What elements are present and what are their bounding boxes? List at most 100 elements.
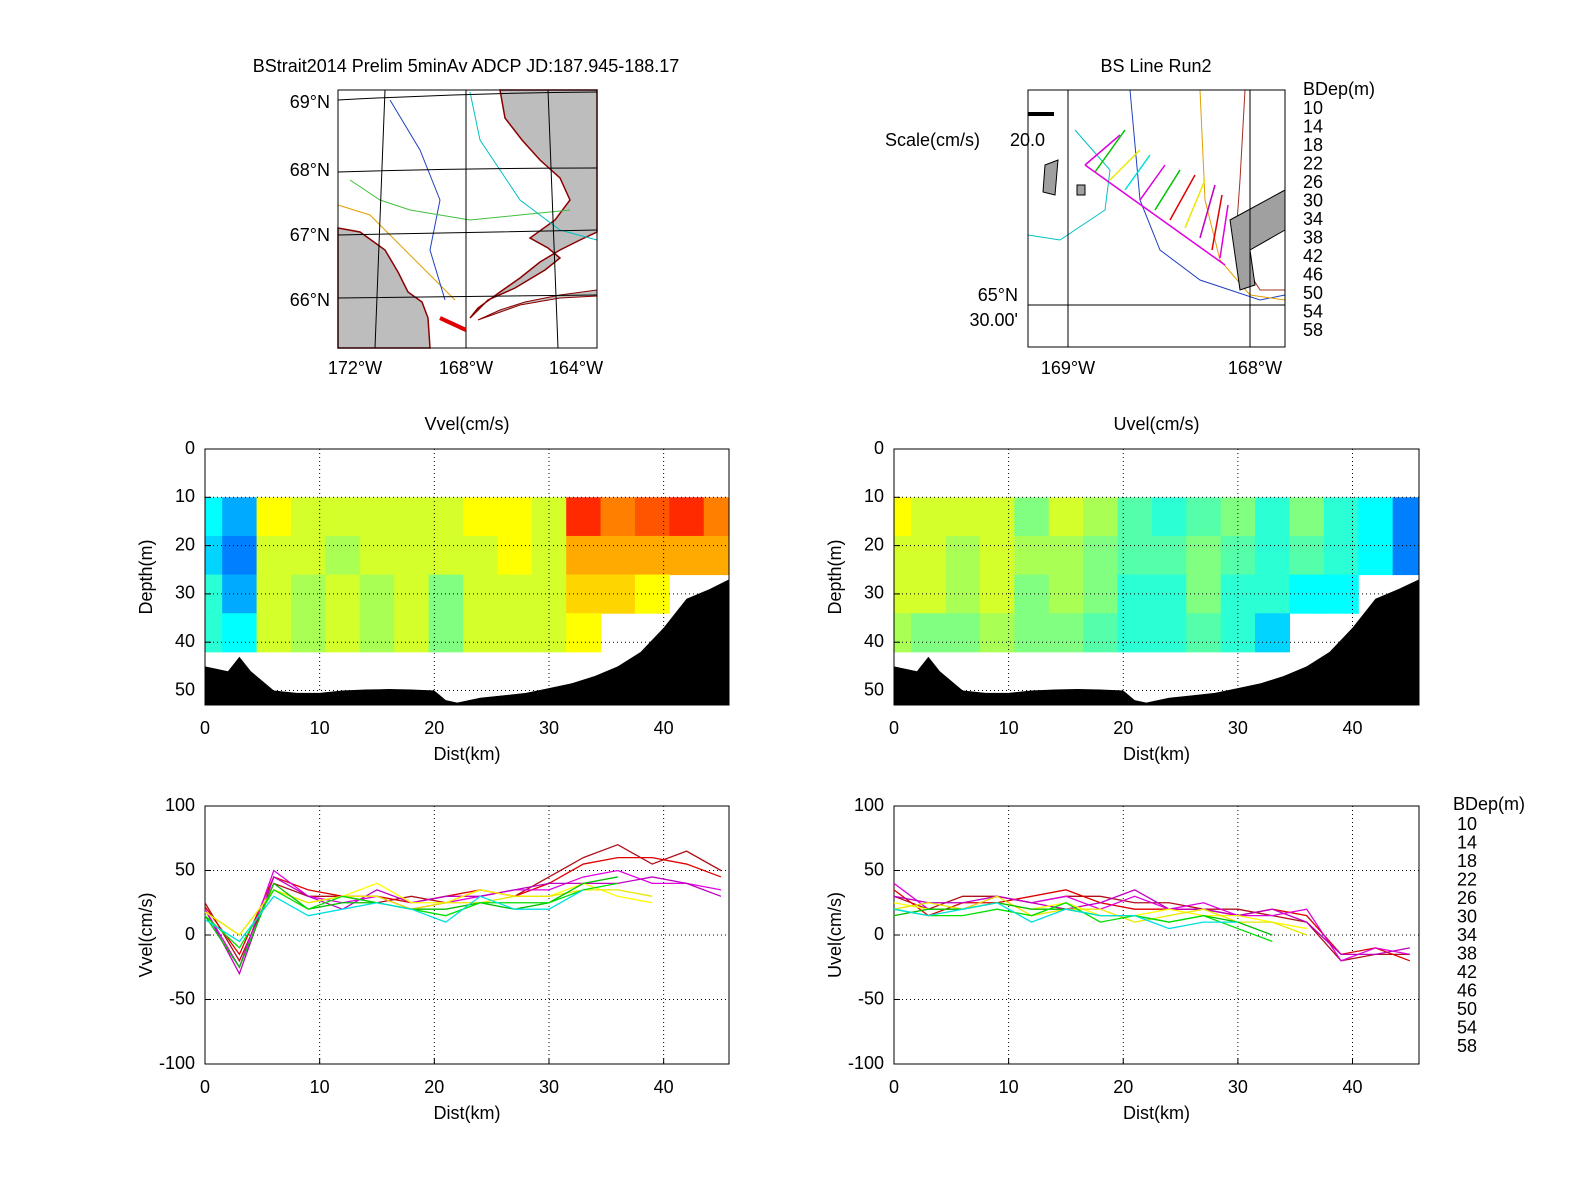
contour: [469, 91, 598, 241]
y-tick-label: 20: [864, 534, 884, 554]
lon-label: 168°W: [439, 358, 493, 378]
contour-cell: [1048, 497, 1084, 537]
contour-cell: [325, 613, 361, 653]
y-tick-label: -100: [848, 1053, 884, 1073]
contour-cell: [222, 574, 258, 614]
lat-label: 67°N: [290, 225, 330, 245]
legend-entry: 26: [1457, 888, 1477, 908]
legend-entry: 14: [1303, 116, 1323, 136]
contour-cell: [945, 535, 981, 576]
contour-cell: [1151, 613, 1187, 653]
legend-entry: 18: [1457, 851, 1477, 871]
contour-cell: [290, 574, 326, 614]
contour-cell: [359, 497, 395, 537]
legend-entry: 10: [1457, 814, 1477, 834]
x-axis-label: Dist(km): [434, 744, 501, 764]
x-tick-label: 40: [654, 718, 674, 738]
contour-cell: [359, 613, 395, 653]
legend-title: BDep(m): [1303, 79, 1375, 99]
x-tick-label: 0: [889, 1077, 899, 1097]
legend-entry: 22: [1457, 869, 1477, 889]
legend-entry: 42: [1457, 962, 1477, 982]
scale-value: 20.0: [1010, 130, 1045, 150]
contour-cell: [1186, 613, 1222, 653]
y-tick-label: 100: [165, 795, 195, 815]
contour-cell: [205, 497, 223, 537]
axes-frame: [204, 448, 730, 706]
contour-cell: [428, 497, 464, 537]
legend-entry: 38: [1303, 227, 1323, 247]
contour-cell: [1117, 613, 1153, 653]
y-axis-label: Uvel(cm/s): [825, 892, 845, 978]
y-tick-label: 20: [175, 534, 195, 554]
x-tick-label: 40: [1342, 1077, 1362, 1097]
scale-bar: [1028, 112, 1054, 116]
series-line: [204, 889, 653, 936]
y-tick-label: -100: [159, 1053, 195, 1073]
contour-cell: [911, 497, 947, 537]
contour-cell: [462, 535, 498, 576]
contour-cell: [497, 613, 533, 653]
chart-title: BS Line Run2: [1100, 56, 1211, 76]
contour-cell: [1083, 574, 1119, 614]
land-alaska: [469, 89, 598, 319]
contour-cell: [1151, 535, 1187, 576]
chart-title: BStrait2014 Prelim 5minAv ADCP JD:187.94…: [253, 56, 680, 76]
y-tick-label: 0: [874, 438, 884, 458]
legend-entry: 26: [1303, 172, 1323, 192]
contour-cell: [394, 497, 430, 537]
legend-entry: 54: [1303, 301, 1323, 321]
lat-label: 30.00': [970, 310, 1018, 330]
x-tick-label: 40: [654, 1077, 674, 1097]
contour-cell: [1255, 535, 1290, 576]
x-tick-label: 20: [424, 1077, 444, 1097]
contour-cell: [911, 535, 947, 576]
contour-cell: [1358, 497, 1394, 537]
x-tick-label: 30: [539, 1077, 559, 1097]
legend-entry: 54: [1457, 1017, 1477, 1037]
contour-cell: [979, 613, 1015, 653]
lon-label: 169°W: [1041, 358, 1095, 378]
contour-cell: [1014, 574, 1050, 614]
contour-cell: [1014, 535, 1050, 576]
contour-cell: [462, 613, 498, 653]
y-tick-label: 10: [864, 486, 884, 506]
contour-cell: [669, 535, 705, 576]
x-tick-label: 20: [1113, 1077, 1133, 1097]
contour-cell: [325, 497, 361, 537]
contour-cell: [325, 574, 361, 614]
contour: [337, 204, 456, 301]
contour-cell: [256, 613, 292, 653]
legend-entry: 38: [1457, 943, 1477, 963]
y-tick-label: -50: [169, 988, 195, 1008]
contour-cell: [462, 574, 498, 614]
scale-label: Scale(cm/s): [885, 130, 980, 150]
velocity-sticks: [1084, 129, 1229, 266]
contour-cell: [531, 497, 567, 537]
contour-cell: [428, 613, 464, 653]
series-line: [893, 889, 1410, 955]
contour: [1199, 89, 1286, 301]
y-tick-label: 10: [175, 486, 195, 506]
contour-cell: [1083, 497, 1119, 537]
y-tick-label: 40: [864, 631, 884, 651]
x-tick-label: 30: [1228, 1077, 1248, 1097]
contour-cell: [1014, 613, 1050, 653]
contour-cell: [1151, 497, 1187, 537]
series-line: [204, 889, 584, 943]
legend-entry: 58: [1457, 1036, 1477, 1056]
contour-cell: [394, 613, 430, 653]
contour-cell: [1048, 535, 1084, 576]
island: [1042, 159, 1059, 196]
island: [1076, 184, 1086, 196]
legend-entry: 18: [1303, 135, 1323, 155]
legend-entry: 58: [1303, 320, 1323, 340]
contour-cell: [600, 497, 636, 537]
contour-cell: [566, 574, 602, 614]
contour-cell: [462, 497, 498, 537]
chart-title: Vvel(cm/s): [425, 414, 510, 434]
contour-cell: [600, 535, 636, 576]
contour: [349, 179, 571, 221]
contour-cell: [894, 497, 912, 537]
contour-cell: [290, 535, 326, 576]
